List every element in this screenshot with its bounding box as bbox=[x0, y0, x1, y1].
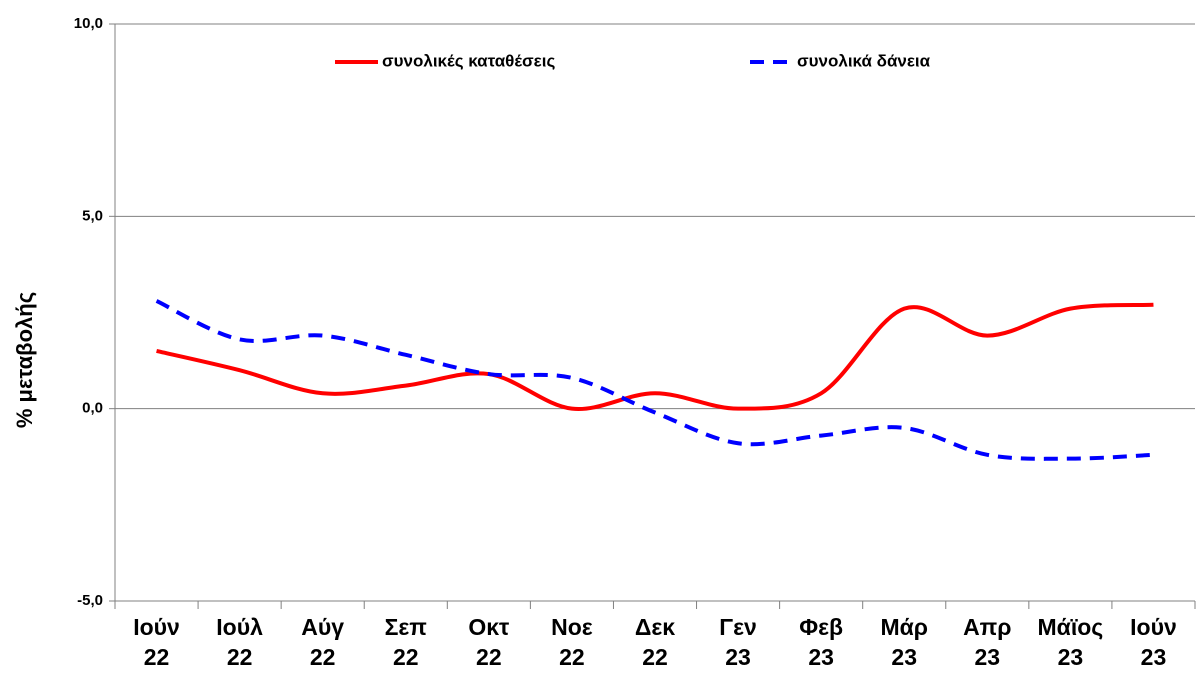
x-tick-label: Μάρ 23 bbox=[880, 614, 928, 670]
x-tick-label: Οκτ 22 bbox=[468, 614, 510, 670]
x-tick-label: Ιούν 22 bbox=[133, 614, 180, 670]
x-tick-label: Γεν 23 bbox=[719, 614, 757, 670]
y-axis-label: % μεταβολής bbox=[12, 292, 37, 428]
y-tick-label: 5,0 bbox=[82, 207, 103, 224]
x-tick-label: Αύγ 22 bbox=[301, 614, 345, 670]
x-tick-label: Νοε 22 bbox=[551, 614, 593, 670]
legend-label: συνολικές καταθέσεις bbox=[382, 51, 555, 70]
y-tick-label: -5,0 bbox=[77, 592, 103, 609]
x-tick-label: Φεβ 23 bbox=[799, 614, 844, 670]
series-line bbox=[156, 302, 1154, 412]
legend-label: συνολικά δάνεια bbox=[797, 51, 931, 70]
y-tick-label: 10,0 bbox=[74, 15, 103, 32]
series-line bbox=[155, 299, 1154, 461]
x-tick-label: Σεπ 22 bbox=[384, 614, 427, 670]
x-tick-label: Μάϊος 23 bbox=[1037, 614, 1104, 670]
x-tick-label: Ιούν 23 bbox=[1130, 614, 1177, 670]
x-tick-label: Δεκ 22 bbox=[634, 614, 676, 670]
x-tick-label: Ιούλ 22 bbox=[216, 614, 263, 670]
x-tick-label: Απρ 23 bbox=[963, 614, 1012, 670]
y-tick-label: 0,0 bbox=[82, 400, 103, 417]
